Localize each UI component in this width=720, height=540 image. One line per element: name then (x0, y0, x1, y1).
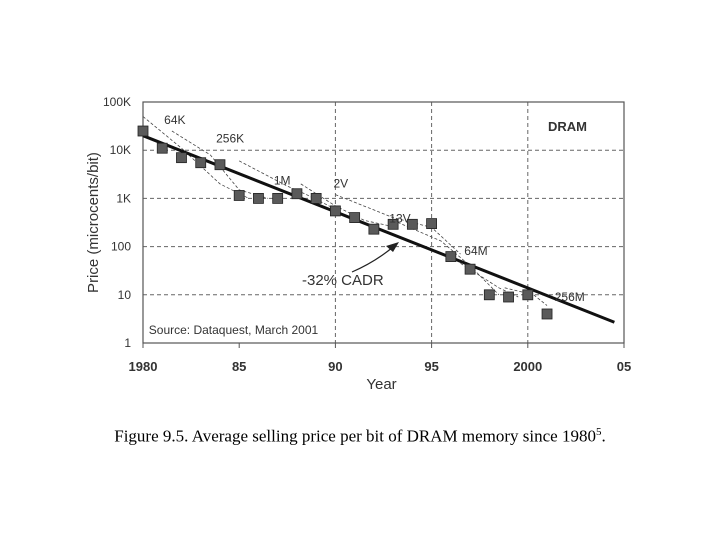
caption-text: Figure 9.5. Average selling price per bi… (114, 426, 596, 446)
caption-suffix: . (601, 426, 606, 446)
x-tick-label: 95 (424, 359, 438, 374)
annotation-label: 1M (274, 173, 291, 187)
plot-frame (142, 101, 625, 344)
x-tick-label: 1980 (129, 359, 158, 374)
cadr-arrowhead (386, 242, 399, 252)
data-points (137, 125, 553, 320)
y-tick-label: 1K (116, 191, 131, 205)
generation-curve (504, 287, 548, 306)
x-tick-label: 85 (232, 359, 246, 374)
dram-price-chart: 100K 10K 1K 100 10 1 1980 85 90 95 2000 05 64K 256K… (85, 95, 631, 393)
y-tick-label: 1 (124, 336, 131, 350)
data-point (310, 192, 322, 204)
series-name-label: DRAM (548, 119, 587, 134)
y-tick-labels: 100K 10K 1K 100 10 1 (103, 95, 131, 350)
data-point (406, 218, 418, 230)
y-tick-label: 10K (110, 143, 131, 157)
data-point (368, 223, 380, 235)
data-point (176, 152, 187, 164)
data-point (272, 192, 284, 204)
data-point (233, 190, 245, 201)
x-tick-label: 90 (328, 359, 342, 374)
y-tick-label: 100 (111, 240, 131, 254)
generation-curve (300, 183, 394, 227)
cadr-arrow (351, 246, 394, 273)
annotation-label: 64K (164, 113, 185, 127)
data-point (195, 157, 207, 169)
cadr-label: -32% CADR (302, 272, 384, 289)
data-point (541, 308, 553, 320)
data-point (253, 192, 264, 204)
annotation-label: Source: Dataquest, March 2001 (149, 323, 319, 337)
x-tick-label: 05 (617, 359, 631, 374)
y-tick-label: 10 (118, 288, 132, 302)
x-axis-title: Year (366, 376, 396, 393)
data-point (349, 212, 361, 223)
data-point (214, 159, 226, 171)
annotations: 64K 256K 1M 2V 13V 64M 256M Source: Dataquest, … (149, 113, 585, 337)
data-point (522, 289, 534, 301)
data-point (291, 188, 303, 200)
data-point (156, 142, 168, 154)
data-point (464, 263, 476, 275)
data-point (329, 205, 341, 217)
annotation-label: 2V (333, 176, 348, 190)
caption-superscript: 5 (595, 426, 602, 438)
data-point (483, 289, 495, 301)
annotation-label: 13V (389, 212, 410, 226)
data-point (137, 125, 149, 137)
data-point (426, 218, 438, 230)
annotation-label: 256M (555, 290, 585, 304)
y-axis-title: Price (microcents/bit) (85, 152, 102, 293)
data-point (387, 218, 399, 230)
annotation-label: 256K (216, 131, 244, 145)
x-tick-label: 2000 (513, 359, 542, 374)
x-tick-labels: 1980 85 90 95 2000 05 (129, 343, 631, 374)
y-tick-label: 100K (103, 95, 131, 109)
data-point (503, 291, 514, 303)
figure-caption: Figure 9.5. Average selling price per bi… (0, 426, 720, 447)
data-point (445, 251, 457, 263)
annotation-label: 64M (464, 244, 487, 258)
